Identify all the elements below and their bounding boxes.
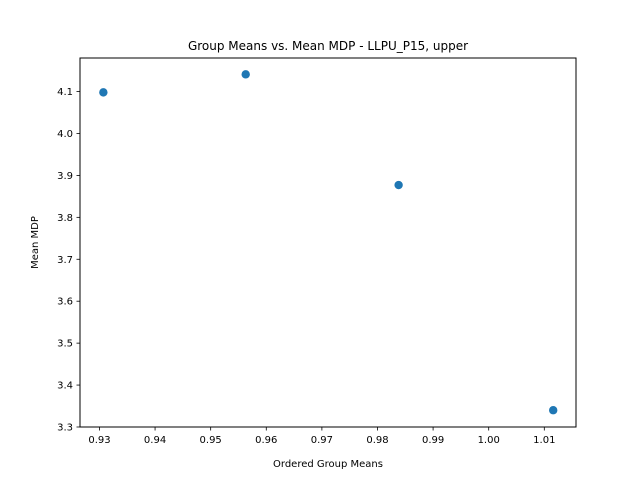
y-tick-label: 4.0 [57, 129, 73, 140]
data-points [99, 70, 558, 415]
x-tick-label: 0.94 [144, 435, 166, 446]
plot-frame [79, 57, 577, 428]
y-tick-label: 4.1 [57, 87, 73, 98]
chart-title: Group Means vs. Mean MDP - LLPU_P15, upp… [188, 39, 468, 53]
x-tick-label: 0.96 [255, 435, 277, 446]
data-point [549, 406, 558, 415]
y-tick-label: 3.5 [57, 339, 73, 350]
x-tick-label: 1.00 [478, 435, 500, 446]
y-tick-label: 3.3 [57, 423, 73, 434]
x-axis: 0.93 0.94 0.95 0.96 0.97 0.98 0.99 1.00 1.01 [88, 427, 555, 446]
x-tick-label: 0.95 [200, 435, 222, 446]
y-tick-label: 3.4 [57, 381, 73, 392]
y-axis-label: Mean MDP [30, 216, 41, 269]
y-tick-label: 3.6 [57, 297, 73, 308]
y-axis: 3.3 3.4 3.5 3.6 3.7 3.8 3.9 4.0 4.1 [57, 87, 80, 434]
data-point [99, 88, 108, 97]
plot-area [79, 57, 577, 428]
y-tick-label: 3.9 [57, 171, 73, 182]
x-tick-label: 0.99 [422, 435, 444, 446]
data-point [241, 70, 250, 79]
x-tick-label: 0.93 [88, 435, 110, 446]
y-tick-label: 3.8 [57, 213, 73, 224]
x-tick-label: 0.97 [311, 435, 333, 446]
x-tick-label: 1.01 [533, 435, 555, 446]
data-point [394, 180, 403, 190]
x-tick-label: 0.98 [366, 435, 388, 446]
y-tick-label: 3.7 [57, 255, 73, 266]
x-axis-label: Ordered Group Means [273, 459, 383, 470]
